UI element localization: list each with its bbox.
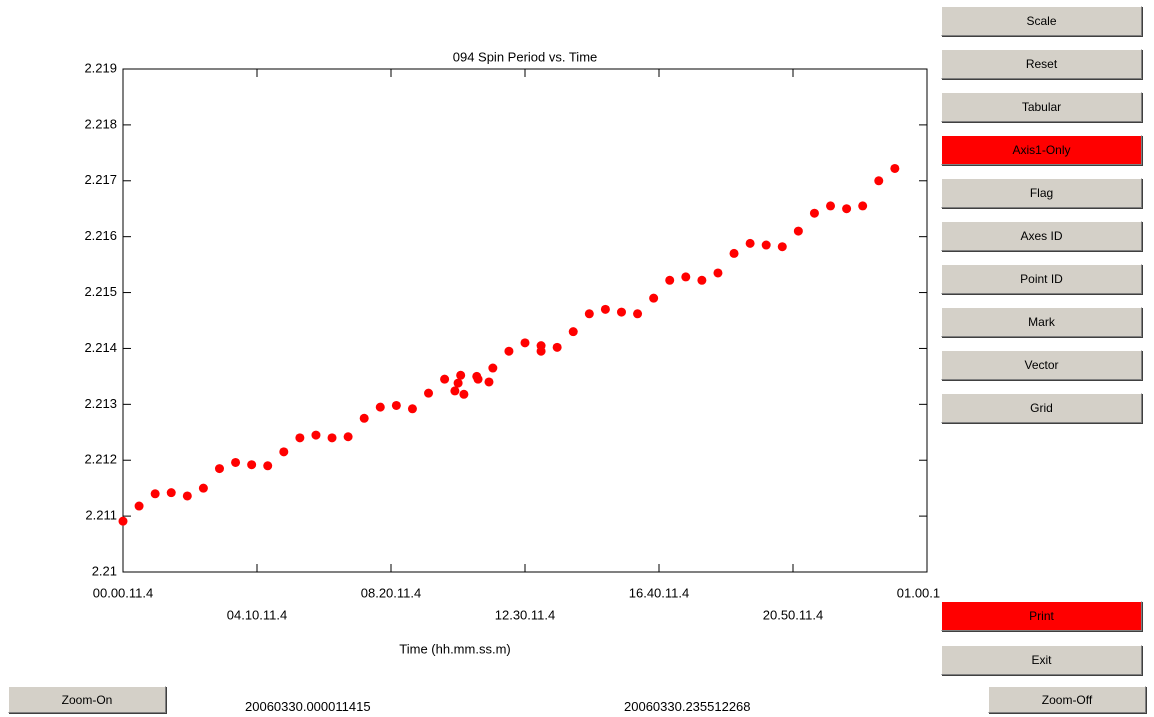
x-tick-label: 01.00.11.4 [897,585,940,600]
data-point [665,275,675,285]
zoom-off-button[interactable]: Zoom-Off [988,686,1146,713]
x-tick-label: 08.20.11.4 [361,585,421,600]
toolbar-button[interactable]: Vector [941,350,1142,380]
data-point [473,374,483,384]
data-point [134,501,144,511]
data-point [375,402,385,412]
data-point [536,346,546,356]
data-point [231,457,241,467]
y-tick-label: 2.212 [84,452,117,467]
data-point [359,413,369,423]
data-point [504,346,514,356]
data-point [681,272,691,282]
data-point [198,483,208,493]
data-point [826,201,836,211]
data-point [453,378,463,388]
x-tick-label: 12.30.11.4 [495,607,555,622]
data-point [649,293,659,303]
data-point [214,464,224,474]
data-point [327,433,337,443]
data-point [729,248,739,258]
data-point [552,342,562,352]
y-tick-label: 2.218 [84,116,117,131]
data-point [842,204,852,214]
toolbar-button[interactable]: Reset [941,49,1142,79]
data-point [858,201,868,211]
data-point [343,432,353,442]
y-tick-label: 2.216 [84,228,117,243]
toolbar-button[interactable]: Flag [941,178,1142,208]
data-point [311,430,321,440]
data-point [456,370,466,380]
data-point [697,275,707,285]
y-tick-label: 2.217 [84,172,117,187]
data-point [761,240,771,250]
data-point [777,242,787,252]
y-tick-label: 2.214 [84,340,117,355]
data-point [279,447,289,457]
y-tick-label: 2.21 [92,563,117,578]
toolbar-button[interactable]: Mark [941,307,1142,337]
data-point [616,307,626,317]
x-tick-label: 16.40.11.4 [629,585,689,600]
toolbar-button[interactable]: Point ID [941,264,1142,294]
zoom-on-button[interactable]: Zoom-On [8,686,166,713]
data-point [247,460,257,470]
data-point [263,461,273,471]
data-point [600,304,610,314]
data-point [809,208,819,218]
data-point [450,386,460,396]
action-button[interactable]: Print [941,601,1142,631]
y-tick-label: 2.211 [85,508,117,523]
toolbar-button[interactable]: Scale [941,6,1142,36]
range-start: 20060330.000011415 [245,699,371,714]
data-point [424,388,434,398]
data-point [874,176,884,186]
toolbar-button[interactable]: Grid [941,393,1142,423]
data-point [407,404,417,414]
y-tick-label: 2.213 [84,396,117,411]
data-point [391,400,401,410]
data-point [793,226,803,236]
toolbar-button[interactable]: Axis1-Only [941,135,1142,165]
data-point [459,389,469,399]
data-point [118,516,128,526]
range-end: 20060330.235512268 [624,699,751,714]
y-tick-label: 2.219 [84,60,117,75]
data-point [166,488,176,498]
data-point [488,363,498,373]
data-point [568,327,578,337]
data-point [890,163,900,173]
data-point [633,309,643,319]
data-point [295,433,305,443]
action-button[interactable]: Exit [941,645,1142,675]
data-point [520,338,530,348]
toolbar-button[interactable]: Axes ID [941,221,1142,251]
data-point [182,491,192,501]
data-point [584,309,594,319]
x-axis-label: Time (hh.mm.ss.m) [399,641,510,656]
y-tick-label: 2.215 [84,284,117,299]
x-tick-label: 00.00.11.4 [93,585,153,600]
chart-title: 094 Spin Period vs. Time [453,49,598,64]
data-point [150,489,160,499]
data-point [713,268,723,278]
x-tick-label: 20.50.11.4 [763,607,823,622]
toolbar-button[interactable]: Tabular [941,92,1142,122]
x-tick-label: 04.10.11.4 [227,607,287,622]
data-point [745,238,755,248]
chart: 094 Spin Period vs. Time Time (hh.mm.ss.… [84,49,940,656]
data-point [484,377,494,387]
data-point [440,374,450,384]
plot-frame [122,68,928,573]
